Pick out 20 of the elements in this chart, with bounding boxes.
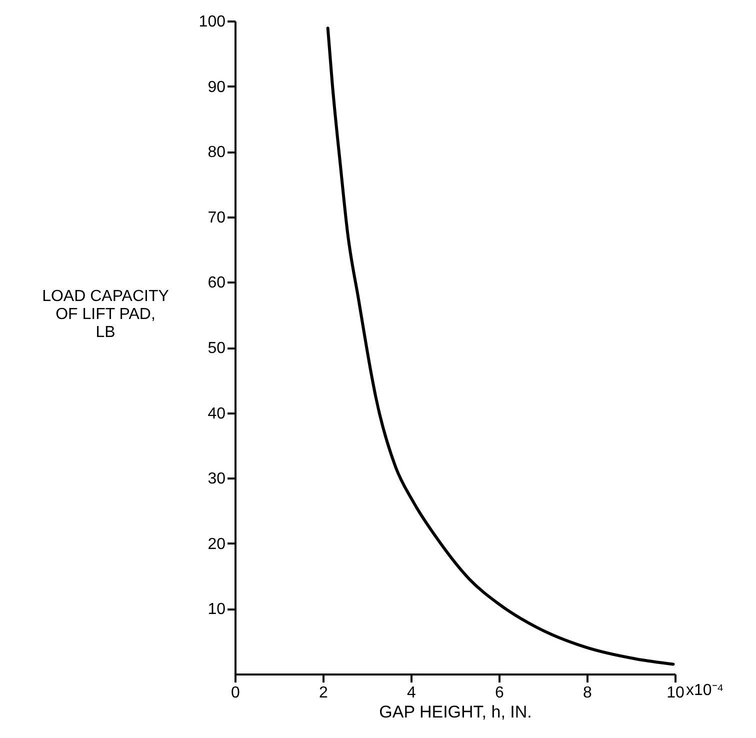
y-axis-title: LOAD CAPACITY OF LIFT PAD, LB xyxy=(42,288,170,341)
y-tick-label: 80 xyxy=(208,144,226,162)
y-tick-label: 60 xyxy=(208,274,226,292)
x-tick-label: 8 xyxy=(583,684,592,702)
text: x10⁻⁴ xyxy=(686,682,724,699)
y-tick-label: 90 xyxy=(208,78,226,96)
x-tick-label: 0 xyxy=(231,684,240,702)
y-tick-label: 70 xyxy=(208,209,226,226)
x-tick-label: 6 xyxy=(495,684,504,702)
y-tick-label: 100 xyxy=(198,14,226,30)
x-axis-title: GAP HEIGHT, h, IN. xyxy=(379,702,532,722)
x-tick-label: 2 xyxy=(319,684,328,702)
y-tick-label: 30 xyxy=(208,470,226,488)
x-tick-label: 10 xyxy=(666,684,684,702)
y-tick-label: 40 xyxy=(208,405,226,422)
y-tick-label: 10 xyxy=(208,601,226,618)
x-tick-label: 4 xyxy=(407,684,416,702)
y-tick-label: 50 xyxy=(208,340,226,357)
y-tick-label: 20 xyxy=(208,536,226,553)
line-series xyxy=(326,26,675,666)
